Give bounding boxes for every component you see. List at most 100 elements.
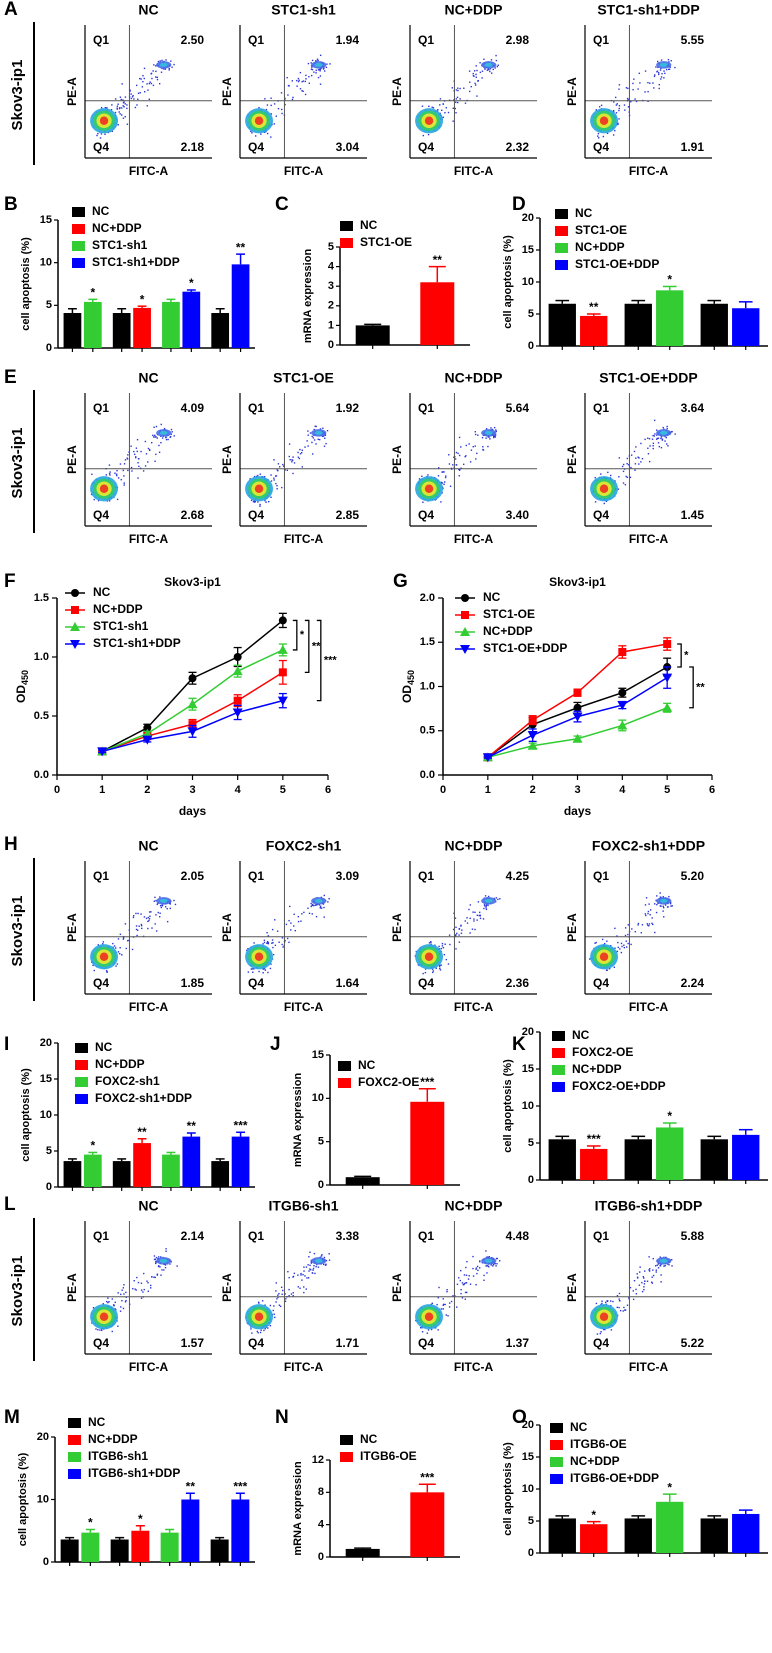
y-tick-label: 5: [318, 1136, 324, 1148]
event-dot: [270, 480, 273, 482]
event-dot: [137, 92, 140, 94]
event-dot: [120, 1306, 122, 1308]
density-blob: [99, 116, 109, 126]
event-dot: [125, 1291, 127, 1294]
event-dot: [111, 130, 113, 133]
event-dot: [251, 968, 254, 970]
row-label: Skov3-ip1: [9, 1256, 26, 1327]
event-dot: [649, 445, 651, 447]
error-bar: [85, 1528, 95, 1533]
event-dot: [465, 1282, 468, 1284]
event-dot: [121, 954, 123, 956]
y-tick-label: 1: [328, 319, 334, 331]
event-dot: [496, 1263, 498, 1265]
event-dot: [601, 938, 604, 941]
event-dot: [308, 1256, 310, 1258]
event-dot: [293, 925, 295, 927]
event-dot: [625, 475, 627, 478]
event-dot: [420, 1327, 422, 1329]
event-dot: [652, 923, 654, 926]
event-dot: [639, 1271, 641, 1273]
bar: [162, 1154, 180, 1187]
event-dot: [488, 436, 490, 438]
event-dot: [657, 1267, 660, 1269]
event-dot: [310, 68, 313, 70]
density-cluster-core: [659, 1258, 668, 1263]
event-dot: [422, 972, 424, 975]
event-dot: [253, 942, 255, 944]
event-dot: [459, 87, 461, 90]
quadrant-value: 2.68: [181, 508, 205, 522]
event-dot: [131, 470, 133, 472]
event-dot: [123, 101, 125, 103]
event-dot: [158, 444, 160, 447]
event-dot: [647, 437, 649, 439]
event-dot: [297, 1286, 299, 1288]
event-dot: [442, 103, 444, 105]
density-blob: [424, 116, 434, 126]
panel-letter: N: [275, 1407, 289, 1428]
event-dot: [653, 419, 656, 422]
event-dot: [636, 1273, 638, 1275]
legend-label: STC1-OE: [360, 235, 412, 249]
event-dot: [150, 1284, 152, 1287]
event-dot: [463, 1274, 466, 1276]
plot-title: NC+DDP: [445, 838, 503, 854]
event-dot: [151, 1276, 153, 1278]
error-bar: [738, 1128, 753, 1135]
x-axis-label: FITC-A: [129, 164, 169, 178]
legend-label: FOXC2-OE: [572, 1045, 633, 1059]
legend-swatch: [75, 1077, 88, 1087]
density-blob: [254, 484, 264, 494]
event-dot: [290, 1293, 293, 1295]
event-dot: [282, 946, 284, 948]
event-dot: [437, 475, 440, 477]
event-dot: [111, 1330, 113, 1333]
event-dot: [637, 88, 639, 90]
x-tick-label: 0: [440, 784, 446, 796]
density-blob: [424, 1312, 434, 1322]
event-dot: [150, 911, 152, 913]
error-bar: [88, 298, 98, 302]
x-axis-label: FITC-A: [129, 1000, 169, 1014]
event-dot: [632, 1290, 634, 1292]
legend-label: NC: [575, 206, 593, 220]
event-dot: [141, 927, 143, 930]
event-dot: [150, 441, 153, 444]
event-dot: [630, 101, 632, 103]
legend-label: NC+DDP: [95, 1057, 145, 1071]
density-blob: [599, 952, 609, 962]
event-dot: [628, 1297, 630, 1299]
legend-swatch: [552, 1082, 565, 1092]
event-dot: [123, 463, 126, 465]
quadrant-label: Q4: [418, 1336, 434, 1350]
event-dot: [323, 67, 325, 69]
x-axis-label: FITC-A: [629, 1360, 669, 1374]
event-dot: [610, 1329, 613, 1331]
event-dot: [300, 920, 302, 922]
bar: [410, 1492, 445, 1557]
event-dot: [450, 1300, 453, 1303]
event-dot: [652, 1274, 655, 1277]
event-dot: [325, 1263, 327, 1265]
event-dot: [325, 66, 328, 69]
event-dot: [623, 104, 626, 106]
event-dot: [132, 94, 134, 97]
event-dot: [170, 1261, 172, 1263]
event-dot: [97, 1329, 99, 1331]
legend-swatch: [72, 258, 85, 268]
event-dot: [163, 1269, 165, 1271]
event-dot: [651, 922, 653, 925]
event-dot: [122, 117, 125, 119]
event-dot: [121, 1299, 123, 1302]
event-dot: [147, 89, 149, 91]
event-dot: [421, 1331, 424, 1333]
legend-label: NC: [93, 585, 111, 599]
event-dot: [269, 1325, 272, 1327]
event-dot: [254, 135, 257, 137]
event-dot: [493, 436, 495, 439]
marker: [572, 733, 583, 743]
event-dot: [319, 428, 322, 430]
event-dot: [458, 927, 461, 930]
significance-label: *: [138, 1512, 143, 1526]
